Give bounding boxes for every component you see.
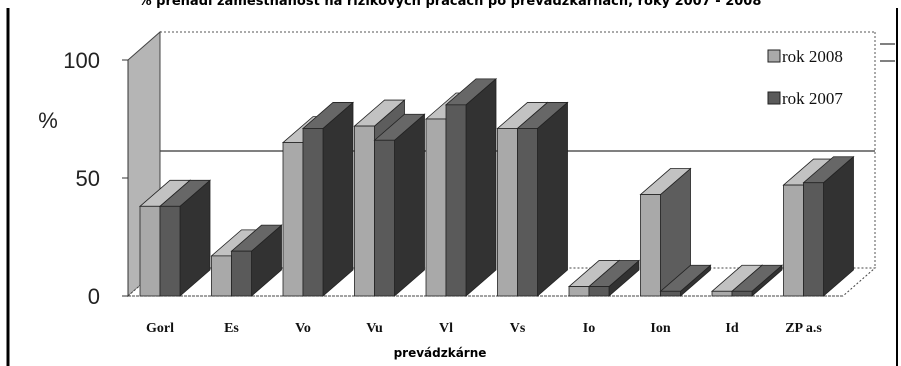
y-tick-label: 50 xyxy=(76,166,100,191)
bar-2008-ion xyxy=(639,167,692,297)
legend-label: rok 2008 xyxy=(782,47,843,66)
bar-2007-vs xyxy=(516,101,569,297)
x-tick-label: Id xyxy=(725,321,738,336)
y-axis-label: % xyxy=(38,108,58,133)
legend: rok 2008 rok 2007 xyxy=(767,47,843,108)
legend-swatch xyxy=(767,49,781,63)
x-ticks: Gorl Es Vo Vu Vl Vs Io Ion Id ZP a.s xyxy=(146,321,822,336)
y-tick-label: 0 xyxy=(88,284,100,309)
chart-title: % prenaďl zamestnanosť na rizikových prá… xyxy=(139,0,762,9)
x-tick-label: Vu xyxy=(366,321,383,336)
legend-label: rok 2007 xyxy=(782,89,843,108)
y-ticks: 0 50 100 xyxy=(63,48,128,309)
x-axis-label: prevádzkárne xyxy=(394,346,487,360)
x-tick-label: Vl xyxy=(439,321,453,336)
bar-2007-ion xyxy=(659,264,712,297)
bar-2007-vo xyxy=(301,101,355,297)
bars xyxy=(138,77,855,297)
x-tick-label: Vs xyxy=(510,321,526,336)
x-tick-label: Io xyxy=(583,321,595,336)
bar-2007-vl xyxy=(444,77,498,297)
bar-2007-zpas xyxy=(802,155,855,297)
bar-2007-vu xyxy=(373,113,426,297)
x-tick-label: Ion xyxy=(650,321,670,336)
legend-swatch xyxy=(767,91,781,105)
bar-2007-es xyxy=(230,224,283,297)
x-tick-label: Gorl xyxy=(146,321,174,336)
bar-2007-id xyxy=(730,264,784,297)
x-tick-label: ZP a.s xyxy=(785,321,822,336)
y-tick-label: 100 xyxy=(63,48,100,73)
x-tick-label: Es xyxy=(224,321,239,336)
x-tick-label: Vo xyxy=(295,321,311,336)
bar-2007-gorl xyxy=(158,179,212,297)
bar-2007-io xyxy=(587,259,641,297)
